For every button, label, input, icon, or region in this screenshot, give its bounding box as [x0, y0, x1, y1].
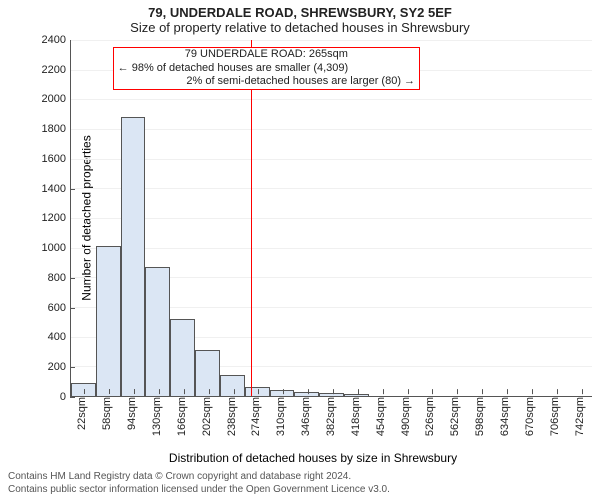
x-tick: 562sqm — [449, 397, 461, 436]
x-tick: 526sqm — [424, 397, 436, 436]
y-tick: 1800 — [30, 123, 70, 135]
x-tick: 454sqm — [375, 397, 387, 436]
bar — [220, 375, 245, 396]
plot: 79 UNDERDALE ROAD: 265sqm← 98% of detach… — [70, 40, 592, 397]
x-tick: 274sqm — [250, 397, 262, 436]
x-tick: 706sqm — [549, 397, 561, 436]
chart-container: 79, UNDERDALE ROAD, SHREWSBURY, SY2 5EF … — [0, 0, 600, 500]
y-tick: 2400 — [30, 34, 70, 46]
x-tick: 22sqm — [76, 397, 88, 430]
bar — [294, 392, 319, 396]
x-tick: 742sqm — [574, 397, 586, 436]
y-tick: 600 — [30, 302, 70, 314]
x-tick: 670sqm — [524, 397, 536, 436]
x-tick: 634sqm — [499, 397, 511, 436]
bar — [121, 117, 146, 396]
page-title: 79, UNDERDALE ROAD, SHREWSBURY, SY2 5EF — [8, 6, 592, 21]
bar — [270, 390, 295, 396]
bar — [145, 267, 170, 396]
x-axis: 22sqm 58sqm 94sqm 130sqm 166sqm 202sqm 238sqm 2… — [34, 397, 592, 455]
y-tick: 1400 — [30, 183, 70, 195]
footer-line-2: Contains public sector information licen… — [8, 484, 592, 497]
x-tick: 238sqm — [226, 397, 238, 436]
footer-line-1: Contains HM Land Registry data © Crown c… — [8, 471, 592, 484]
x-tick: 310sqm — [275, 397, 287, 436]
y-tick: 1600 — [30, 153, 70, 165]
y-tick: 1200 — [30, 212, 70, 224]
y-tick: 1000 — [30, 242, 70, 254]
y-tick: 2200 — [30, 64, 70, 76]
x-tick: 490sqm — [400, 397, 412, 436]
bar — [344, 394, 369, 396]
annotation-box: 79 UNDERDALE ROAD: 265sqm← 98% of detach… — [113, 47, 420, 90]
x-tick: 94sqm — [126, 397, 138, 430]
x-tick: 202sqm — [201, 397, 213, 436]
bar — [319, 393, 344, 396]
y-tick: 800 — [30, 272, 70, 284]
x-tick: 418sqm — [350, 397, 362, 436]
x-tick: 382sqm — [325, 397, 337, 436]
bars — [71, 40, 592, 396]
x-tick: 346sqm — [300, 397, 312, 436]
x-tick: 166sqm — [176, 397, 188, 436]
plot-area: Number of detached properties 0200400600… — [8, 40, 592, 397]
y-tick: 400 — [30, 331, 70, 343]
y-tick: 200 — [30, 361, 70, 373]
page-subtitle: Size of property relative to detached ho… — [8, 21, 592, 36]
bar — [195, 350, 220, 396]
x-tick: 130sqm — [151, 397, 163, 436]
y-axis: 0200400600800100012001400160018002000220… — [34, 40, 70, 397]
x-tick: 598sqm — [474, 397, 486, 436]
annotation-line: 79 UNDERDALE ROAD: 265sqm — [114, 48, 419, 62]
x-axis-ticks: 22sqm 58sqm 94sqm 130sqm 166sqm 202sqm 238sqm 2… — [70, 397, 592, 455]
x-tick: 58sqm — [101, 397, 113, 430]
footer: Contains HM Land Registry data © Crown c… — [8, 471, 592, 496]
bar — [96, 246, 121, 396]
y-tick: 2000 — [30, 93, 70, 105]
bar — [170, 319, 195, 396]
annotation-line: 2% of semi-detached houses are larger (8… — [114, 75, 419, 89]
annotation-line: ← 98% of detached houses are smaller (4,… — [114, 62, 419, 76]
marker-line — [251, 40, 252, 396]
